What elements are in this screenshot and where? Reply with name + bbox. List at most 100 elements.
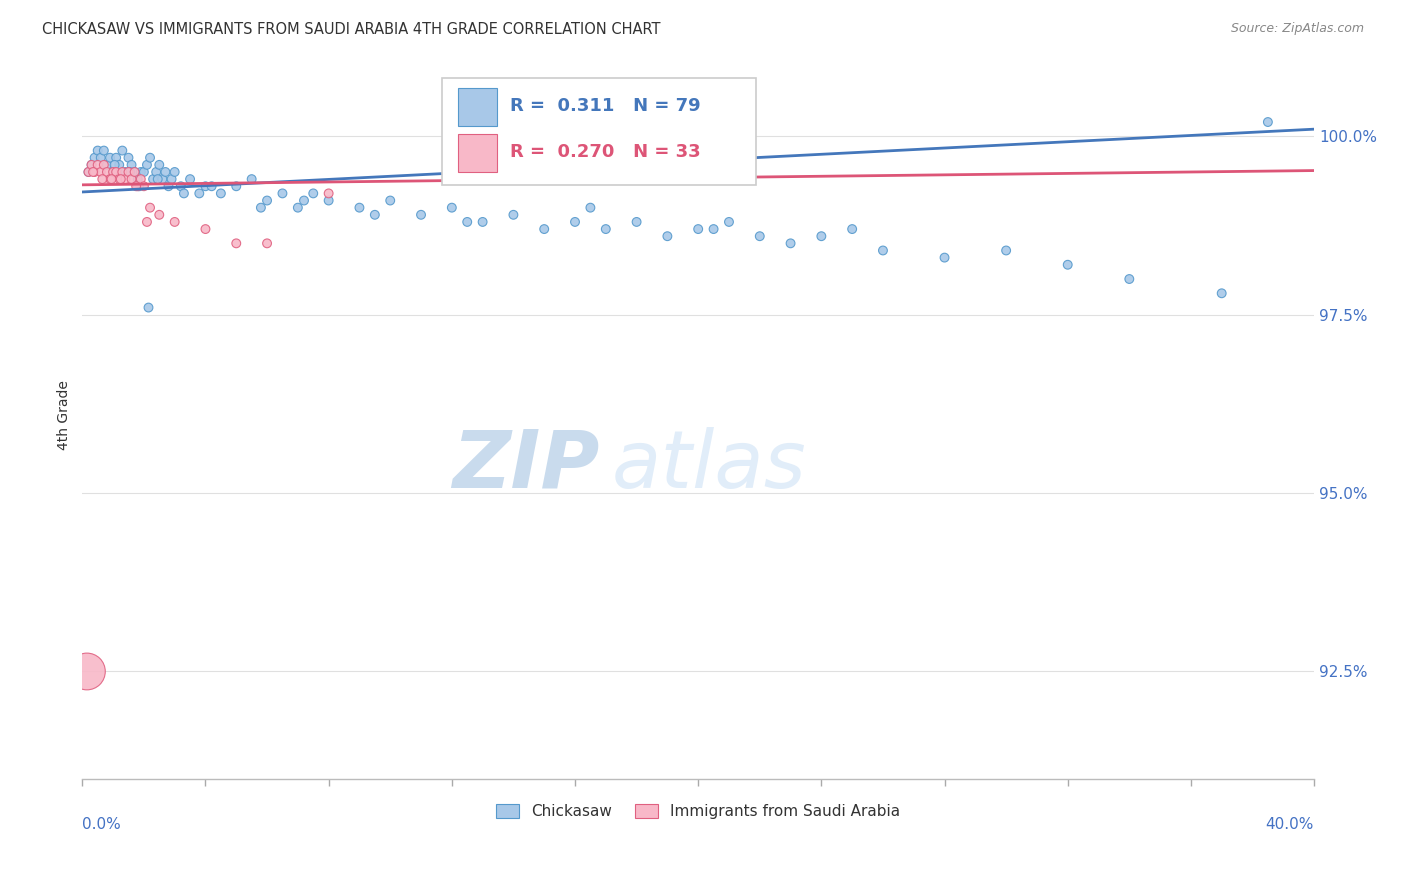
Point <box>124 165 146 179</box>
Point <box>93 144 115 158</box>
Point <box>101 165 124 179</box>
Point <box>111 144 134 158</box>
Point <box>155 165 177 179</box>
Point <box>150 172 173 186</box>
Point <box>256 236 278 251</box>
Point <box>121 158 143 172</box>
Point <box>934 251 956 265</box>
Point <box>104 158 127 172</box>
Point <box>163 165 186 179</box>
Point <box>287 201 309 215</box>
Point <box>148 158 170 172</box>
Point <box>98 151 121 165</box>
Point <box>1118 272 1140 286</box>
Point <box>1257 115 1279 129</box>
Point <box>83 165 105 179</box>
Point <box>128 179 150 194</box>
Point <box>111 165 134 179</box>
Point <box>595 222 617 236</box>
Point <box>250 201 273 215</box>
Point <box>96 165 118 179</box>
Bar <box>458 87 498 126</box>
Point <box>90 151 112 165</box>
Point <box>748 229 770 244</box>
Point <box>136 215 159 229</box>
Y-axis label: 4th Grade: 4th Grade <box>58 380 72 450</box>
Point <box>142 172 165 186</box>
Point <box>77 165 100 179</box>
Point <box>105 151 128 165</box>
Point <box>90 165 112 179</box>
Point <box>779 236 801 251</box>
Point <box>173 186 195 201</box>
Point <box>139 201 162 215</box>
Point <box>163 215 186 229</box>
Point <box>160 172 183 186</box>
Point <box>380 194 402 208</box>
Point <box>148 208 170 222</box>
Point <box>194 179 217 194</box>
Point <box>271 186 294 201</box>
Point <box>129 165 152 179</box>
Point <box>318 186 340 201</box>
Point <box>132 165 155 179</box>
Point <box>626 215 648 229</box>
Point <box>872 244 894 258</box>
Point <box>80 158 103 172</box>
Point <box>170 179 193 194</box>
Point <box>349 201 371 215</box>
Point <box>83 151 105 165</box>
Point <box>456 215 478 229</box>
Point <box>292 194 315 208</box>
Bar <box>458 135 498 172</box>
Point <box>129 172 152 186</box>
Point <box>1211 286 1233 301</box>
Point <box>145 165 167 179</box>
Point <box>136 158 159 172</box>
Point <box>810 229 832 244</box>
Point <box>105 165 128 179</box>
Point <box>117 151 139 165</box>
Point <box>110 172 132 186</box>
Point <box>256 194 278 208</box>
Point <box>96 158 118 172</box>
Point <box>98 172 121 186</box>
Point <box>125 179 148 194</box>
Text: 40.0%: 40.0% <box>1265 817 1315 832</box>
Point <box>93 158 115 172</box>
Point <box>471 215 494 229</box>
Point <box>194 222 217 236</box>
Text: atlas: atlas <box>612 426 807 505</box>
Point <box>139 151 162 165</box>
Text: ZIP: ZIP <box>453 426 599 505</box>
Point <box>80 158 103 172</box>
Point <box>240 172 263 186</box>
Point <box>121 172 143 186</box>
Point <box>225 236 247 251</box>
Point <box>101 165 124 179</box>
Text: Source: ZipAtlas.com: Source: ZipAtlas.com <box>1230 22 1364 36</box>
Text: 0.0%: 0.0% <box>83 817 121 832</box>
Point <box>841 222 863 236</box>
Point <box>82 165 104 179</box>
FancyBboxPatch shape <box>441 78 756 186</box>
Point <box>579 201 602 215</box>
Point <box>127 179 149 194</box>
Point <box>995 244 1018 258</box>
Point <box>146 172 169 186</box>
Point <box>86 158 108 172</box>
Text: R =  0.311   N = 79: R = 0.311 N = 79 <box>510 96 700 114</box>
Point <box>77 165 100 179</box>
Point <box>657 229 679 244</box>
Point <box>318 194 340 208</box>
Point <box>201 179 224 194</box>
Point <box>76 665 98 679</box>
Text: R =  0.270   N = 33: R = 0.270 N = 33 <box>510 143 700 161</box>
Point <box>132 179 155 194</box>
Point <box>124 165 146 179</box>
Point <box>138 301 160 315</box>
Point <box>502 208 524 222</box>
Point <box>127 172 149 186</box>
Point <box>114 172 136 186</box>
Point <box>100 172 122 186</box>
